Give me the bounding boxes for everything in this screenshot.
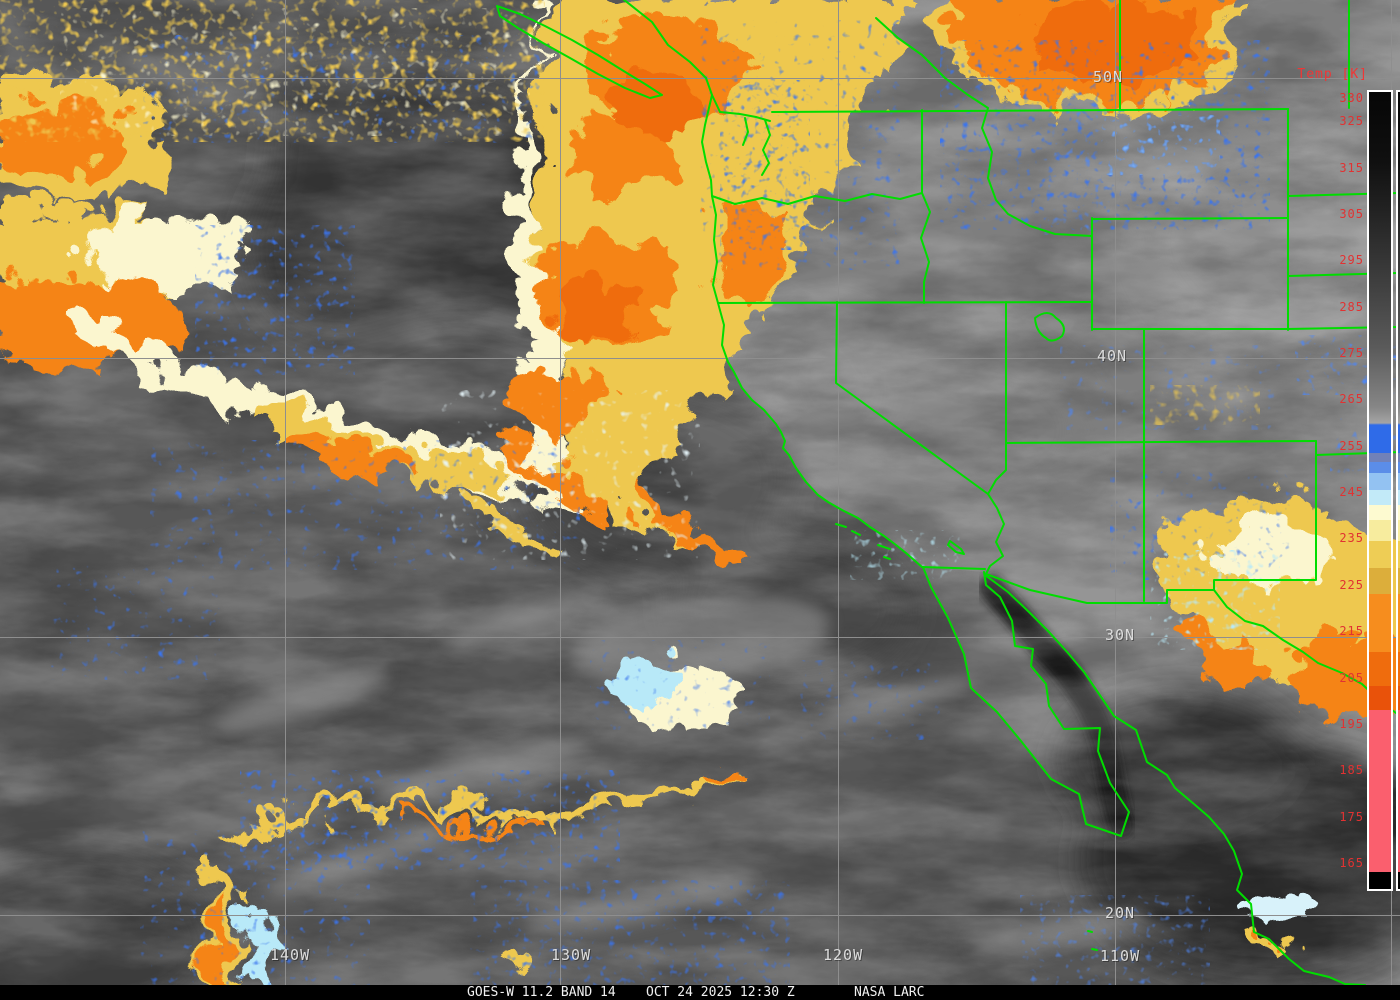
colorbar-tick-325: 325 (1339, 114, 1364, 129)
colorbar-tick-330: 330 (1339, 91, 1364, 105)
grid-label-130W: 130W (551, 946, 592, 964)
37n-border (1005, 440, 1317, 444)
grid-label-20N: 20N (1105, 904, 1136, 922)
channel-islands (835, 523, 891, 560)
colorbar-tick-305: 305 (1339, 206, 1364, 221)
us-mexico-border (921, 566, 1215, 604)
colorbar-tick-195: 195 (1339, 716, 1364, 731)
colorbar-tick-255: 255 (1339, 438, 1364, 453)
colorbar-tick-215: 215 (1339, 624, 1364, 639)
footer-credit: NASA LARC (854, 985, 925, 1000)
colorbar-tick-175: 175 (1339, 809, 1364, 824)
salton-sea (947, 540, 965, 555)
colorbar-tick-265: 265 (1339, 392, 1364, 407)
grid-label-140W: 140W (270, 946, 311, 964)
baja-california-coastline (922, 566, 1130, 837)
colorbar-tick-165: 165 (1339, 855, 1364, 870)
footer-bar: GOES-W 11.2 BAND 14 OCT 24 2025 12:30 Z … (0, 985, 1400, 1000)
dakota-borders (1287, 108, 1400, 331)
colorbar-tick-245: 245 (1339, 485, 1364, 500)
canada-province-borders (1119, 0, 1350, 111)
us-canada-border (771, 108, 1289, 113)
nevada-utah-border (987, 301, 1007, 495)
washington-oregon-idaho-borders (711, 109, 931, 304)
colorbar-title: Temp [K] (1297, 67, 1368, 82)
colorbar-tick-315: 315 (1339, 160, 1364, 175)
colorbar-tick-225: 225 (1339, 577, 1364, 592)
vancouver-island (496, 5, 663, 99)
mexico-mainland-coastline (984, 574, 1366, 985)
great-salt-lake (1034, 312, 1065, 342)
colorbar-tick-275: 275 (1339, 345, 1364, 360)
grid-label-50N: 50N (1093, 68, 1124, 86)
42n-border (717, 301, 1093, 304)
colorbar-tick-235: 235 (1339, 531, 1364, 546)
colorbar (1367, 90, 1393, 891)
pacific-coastline (701, 94, 923, 568)
colorbar-tick-285: 285 (1339, 299, 1364, 314)
grid-label-30N: 30N (1105, 626, 1136, 644)
island-dots (1087, 930, 1098, 951)
grid-label-120W: 120W (823, 946, 864, 964)
colorbar-tick-295: 295 (1339, 253, 1364, 268)
grid-label-40N: 40N (1097, 347, 1128, 365)
puget-sound (719, 111, 771, 176)
footer-product-label: GOES-W 11.2 BAND 14 (467, 985, 616, 1000)
colorbar-edge-sliver (1396, 90, 1400, 891)
colorbar-tick-205: 205 (1339, 670, 1364, 685)
california-nevada-arizona-border (835, 301, 1005, 575)
footer-timestamp: OCT 24 2025 12:30 Z (646, 985, 795, 1000)
wyoming-borders (1091, 217, 1289, 331)
idaho-montana-border (875, 17, 1093, 237)
colorbar-tick-185: 185 (1339, 763, 1364, 778)
grid-label-110W: 110W (1100, 947, 1141, 965)
